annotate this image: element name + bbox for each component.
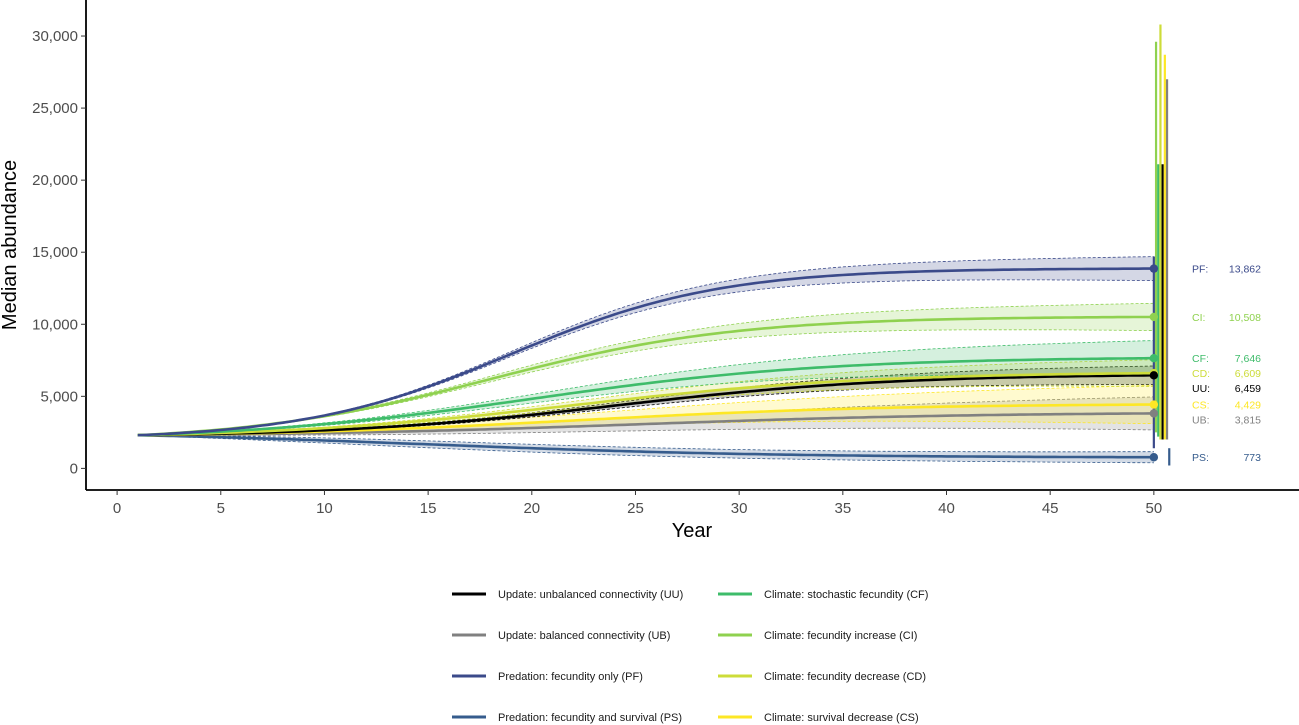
x-tick-label: 30 [731,500,748,517]
band-uu [137,366,1154,436]
band-upper-ub [137,396,1154,436]
final-code-cs: CS: [1192,400,1210,412]
y-tick-label: 10,000 [32,316,78,333]
x-tick-label: 5 [217,500,225,517]
y-tick-label: 25,000 [32,100,78,117]
point-cf [1149,353,1159,363]
y-tick-label: 5,000 [40,388,78,405]
point-ps [1149,453,1159,462]
final-code-pf: PF: [1192,264,1208,276]
y-tick-label: 20,000 [32,172,78,189]
band-lower-ps [137,434,1154,464]
final-value-labels: PF: 13,862 CI: 10,508 CF: 7,646 CD: 6,609 UU: 6,4… [1192,264,1261,465]
final-code-ps: PS: [1192,452,1209,464]
final-points [1149,264,1159,462]
final-code-cf: CF: [1192,353,1209,365]
legend-label-cs: Climate: survival decrease (CS) [764,712,919,724]
point-ci [1149,312,1159,322]
legend: Update: unbalanced connectivity (UU) Upda… [452,589,928,724]
band-pf [137,256,1154,436]
final-value-cd: 6,609 [1235,368,1261,380]
y-tick-label: 0 [70,460,78,477]
line-pf [137,267,1154,437]
x-tick-label: 50 [1146,500,1163,517]
y-axis-title: Median abundance [0,160,21,330]
band-upper-cf [137,340,1154,436]
line-cf [137,356,1154,437]
final-code-uu: UU: [1192,383,1210,395]
x-tick-label: 45 [1042,500,1059,517]
legend-label-cf: Climate: stochastic fecundity (CF) [764,589,928,601]
band-lower-cs [137,420,1154,436]
point-pf [1149,264,1159,273]
point-uu [1149,371,1159,380]
final-value-uu: 6,459 [1235,383,1261,395]
final-value-ub: 3,815 [1235,415,1261,427]
band-lower-cf [137,374,1154,436]
x-tick-label: 20 [523,500,540,517]
point-ub [1149,409,1159,418]
legend-label-ci: Climate: fecundity increase (CI) [764,630,917,642]
y-tick-label: 15,000 [32,244,78,261]
legend-label-ps: Predation: fecundity and survival (PS) [498,712,682,724]
x-tick-label: 10 [316,500,333,517]
x-tick-label: 35 [834,500,851,517]
x-tick-label: 40 [938,500,955,517]
legend-label-cd: Climate: fecundity decrease (CD) [764,671,926,683]
axes: 0 5,000 10,000 15,000 20,000 25,000 30,000 0 5 10… [32,0,1299,517]
y-tick-label: 30,000 [32,28,78,45]
final-range-bars [1152,24,1171,466]
final-code-ci: CI: [1192,312,1205,324]
point-cs [1149,400,1159,409]
x-tick-label: 15 [420,500,437,517]
line-ps [137,433,1154,459]
final-value-cs: 4,429 [1235,400,1261,412]
line-cd [137,371,1154,437]
final-value-pf: 13,862 [1229,264,1261,276]
band-lower-ub [137,427,1154,436]
x-tick-label: 0 [113,500,121,517]
final-value-ci: 10,508 [1229,312,1261,324]
band-cs [137,385,1154,436]
final-code-cd: CD: [1192,368,1210,380]
final-value-cf: 7,646 [1235,353,1261,365]
x-tick-label: 25 [627,500,644,517]
x-axis-title: Year [672,520,713,542]
legend-label-uu: Update: unbalanced connectivity (UU) [498,589,683,601]
legend-label-pf: Predation: fecundity only (PF) [498,671,643,683]
final-code-ub: UB: [1192,415,1210,427]
band-upper-cd [137,359,1154,436]
line-ub [137,412,1154,437]
series-lines [137,267,1154,459]
band-upper-ps [137,434,1154,453]
legend-label-ub: Update: balanced connectivity (UB) [498,630,670,642]
line-uu [137,374,1154,437]
final-value-ps: 773 [1243,452,1261,464]
